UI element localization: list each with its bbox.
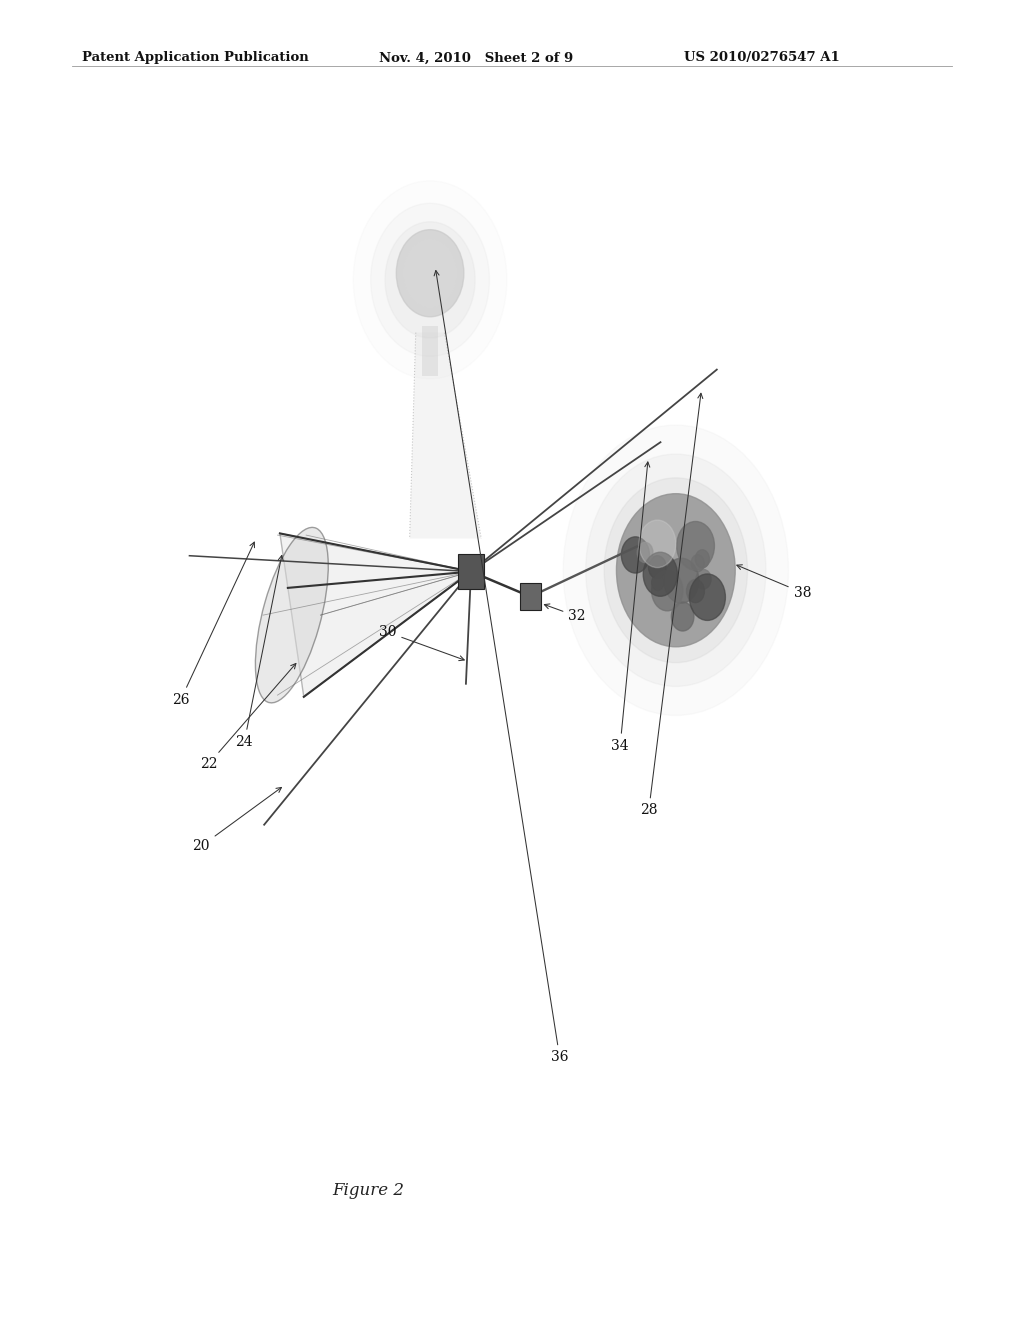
Polygon shape (280, 533, 471, 697)
Text: 34: 34 (611, 462, 650, 752)
Circle shape (622, 537, 649, 573)
FancyBboxPatch shape (520, 583, 541, 610)
Circle shape (639, 520, 676, 568)
Circle shape (686, 579, 705, 603)
Circle shape (586, 454, 766, 686)
Text: Figure 2: Figure 2 (333, 1181, 404, 1199)
Ellipse shape (255, 528, 329, 702)
Circle shape (403, 239, 457, 308)
Circle shape (385, 222, 475, 338)
FancyBboxPatch shape (458, 554, 484, 589)
Text: 20: 20 (193, 788, 282, 853)
Circle shape (689, 574, 725, 620)
Text: 38: 38 (737, 565, 811, 599)
Text: Patent Application Publication: Patent Application Publication (82, 51, 308, 65)
Circle shape (643, 552, 678, 597)
Circle shape (691, 554, 705, 572)
Circle shape (651, 574, 664, 590)
Circle shape (648, 556, 667, 578)
Circle shape (672, 602, 694, 631)
Circle shape (396, 230, 464, 317)
Circle shape (616, 494, 735, 647)
Circle shape (664, 558, 698, 603)
Circle shape (563, 425, 788, 715)
Circle shape (353, 181, 507, 379)
Text: US 2010/0276547 A1: US 2010/0276547 A1 (684, 51, 840, 65)
Text: Nov. 4, 2010   Sheet 2 of 9: Nov. 4, 2010 Sheet 2 of 9 (379, 51, 573, 65)
Circle shape (695, 549, 710, 568)
Circle shape (637, 543, 653, 562)
Text: 30: 30 (379, 626, 464, 660)
Text: 24: 24 (236, 556, 284, 748)
Circle shape (696, 569, 711, 589)
Text: 22: 22 (200, 664, 296, 771)
Circle shape (371, 203, 489, 356)
Circle shape (677, 521, 715, 570)
Text: 28: 28 (640, 393, 702, 817)
Text: 26: 26 (172, 543, 255, 706)
Text: 36: 36 (434, 271, 568, 1064)
Circle shape (604, 478, 748, 663)
Circle shape (651, 570, 683, 611)
FancyBboxPatch shape (422, 326, 438, 376)
Text: 32: 32 (545, 605, 586, 623)
Polygon shape (410, 333, 481, 539)
